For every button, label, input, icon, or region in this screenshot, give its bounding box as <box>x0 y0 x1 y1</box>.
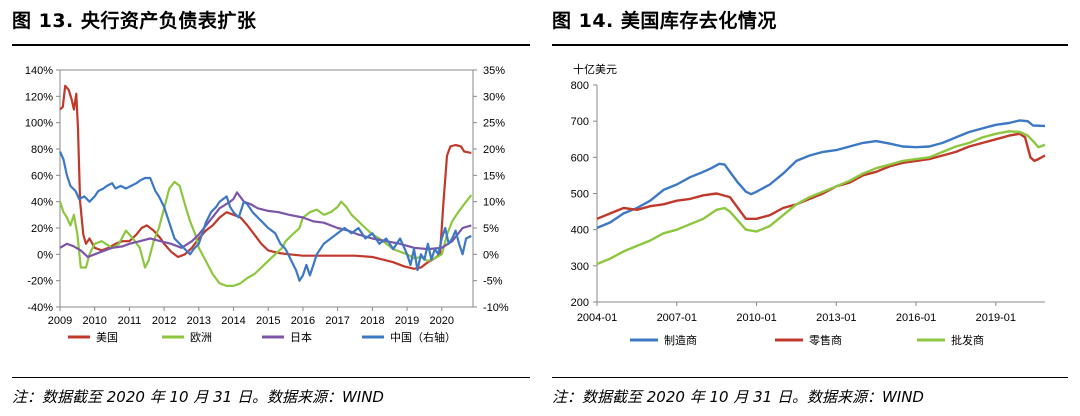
left-y-tick-label: 40% <box>31 197 53 209</box>
left-series-line-2 <box>59 191 472 259</box>
left-x-tick-label: 2015 <box>256 315 280 327</box>
left-x-tick-label: 2016 <box>291 315 315 327</box>
left-title-rule <box>12 44 530 46</box>
right-axis-tick-label: 0% <box>483 249 499 261</box>
right-chart: 十亿美元 200 300 400 500 600 700 800 2004-01 2007-0… <box>571 62 1046 347</box>
right-source-note: 注：数据截至 2020 年 10 月 31 日。数据来源：WIND <box>552 388 924 406</box>
right-x-tick-label: 2016-01 <box>896 312 936 324</box>
left-x-tick-label: 2012 <box>152 315 176 327</box>
right-y-axis-label: 十亿美元 <box>573 62 617 76</box>
left-chart-title: 图 13. 央行资产负债表扩张 <box>12 10 257 32</box>
left-y-tick-label: -20% <box>27 276 53 288</box>
left-y-tick-label: 140% <box>25 65 53 77</box>
right-y-tick-label: 600 <box>571 152 589 164</box>
right-x-tick-label: 2013-01 <box>816 312 856 324</box>
left-y-tick-label: 20% <box>31 223 53 235</box>
left-series-line-1 <box>58 180 473 287</box>
right-axis-tick-label: 15% <box>483 170 505 182</box>
right-x-tick-label: 2007-01 <box>657 312 697 324</box>
left-y-tick-label: -40% <box>27 302 53 314</box>
right-legend-label-1: 零售商 <box>809 333 842 347</box>
left-y-tick-label: 80% <box>31 144 53 156</box>
right-title-rule <box>552 44 1068 46</box>
left-y-tick-label: 0% <box>37 249 53 261</box>
right-axis-tick-label: 10% <box>483 197 505 209</box>
right-y-tick-label: 300 <box>571 261 589 273</box>
right-chart-title: 图 14. 美国库存去化情况 <box>552 10 777 32</box>
right-y-tick-label: 500 <box>571 189 589 201</box>
right-series-line-2 <box>596 130 1046 266</box>
right-y-tick-label: 400 <box>571 225 589 237</box>
right-axis-tick-label: 35% <box>483 65 505 77</box>
left-x-tick-label: 2011 <box>118 315 142 327</box>
right-legend-label-0: 制造商 <box>664 333 697 347</box>
right-axis-tick-label: 20% <box>483 144 505 156</box>
left-x-tick-label: 2017 <box>325 315 349 327</box>
left-plot-frame <box>59 69 474 308</box>
right-y-tick-label: 700 <box>571 116 589 128</box>
right-axis-tick-label: 30% <box>483 91 505 103</box>
left-x-tick-label: 2019 <box>395 315 419 327</box>
right-axis-tick-label: 25% <box>483 118 505 130</box>
right-axis-tick-label: -5% <box>483 276 503 288</box>
left-series-line-3 <box>58 151 472 282</box>
left-y-tick-label: 120% <box>25 91 53 103</box>
left-x-tick-label: 2013 <box>187 315 211 327</box>
left-chart: -40% -20% 0% 20% 40% 60% 80% 100% 120% 140% -10% -… <box>25 65 509 344</box>
left-x-tick-label: 2014 <box>221 315 245 327</box>
right-axis-tick-label: 5% <box>483 223 499 235</box>
right-y-tick-label: 200 <box>571 297 589 309</box>
left-y-tick-label: 60% <box>31 170 53 182</box>
left-y-tick-label: 100% <box>25 118 53 130</box>
left-x-tick-label: 2018 <box>360 315 384 327</box>
left-x-tick-label: 2009 <box>48 315 72 327</box>
left-legend-label-1: 欧洲 <box>190 331 212 344</box>
left-series-line-0 <box>59 84 472 270</box>
right-x-tick-label: 2004-01 <box>577 312 617 324</box>
right-x-tick-label: 2019-01 <box>976 312 1016 324</box>
right-note-rule <box>552 377 1068 378</box>
right-y-tick-label: 800 <box>571 80 589 92</box>
left-x-tick-label: 2020 <box>430 315 454 327</box>
right-legend-label-2: 批发商 <box>951 333 984 347</box>
left-x-tick-label: 2010 <box>82 315 106 327</box>
left-note-rule <box>12 377 530 378</box>
left-source-note: 注：数据截至 2020 年 10 月 31 日。数据来源：WIND <box>12 388 384 406</box>
left-legend-label-2: 日本 <box>290 330 312 344</box>
left-legend-label-0: 美国 <box>96 331 118 344</box>
right-series-line-1 <box>596 132 1046 220</box>
right-x-tick-label: 2010-01 <box>736 312 776 324</box>
right-series-line-0 <box>596 119 1046 230</box>
left-legend-label-3: 中国（右轴） <box>390 330 456 344</box>
right-axis-tick-label: -10% <box>483 302 509 314</box>
